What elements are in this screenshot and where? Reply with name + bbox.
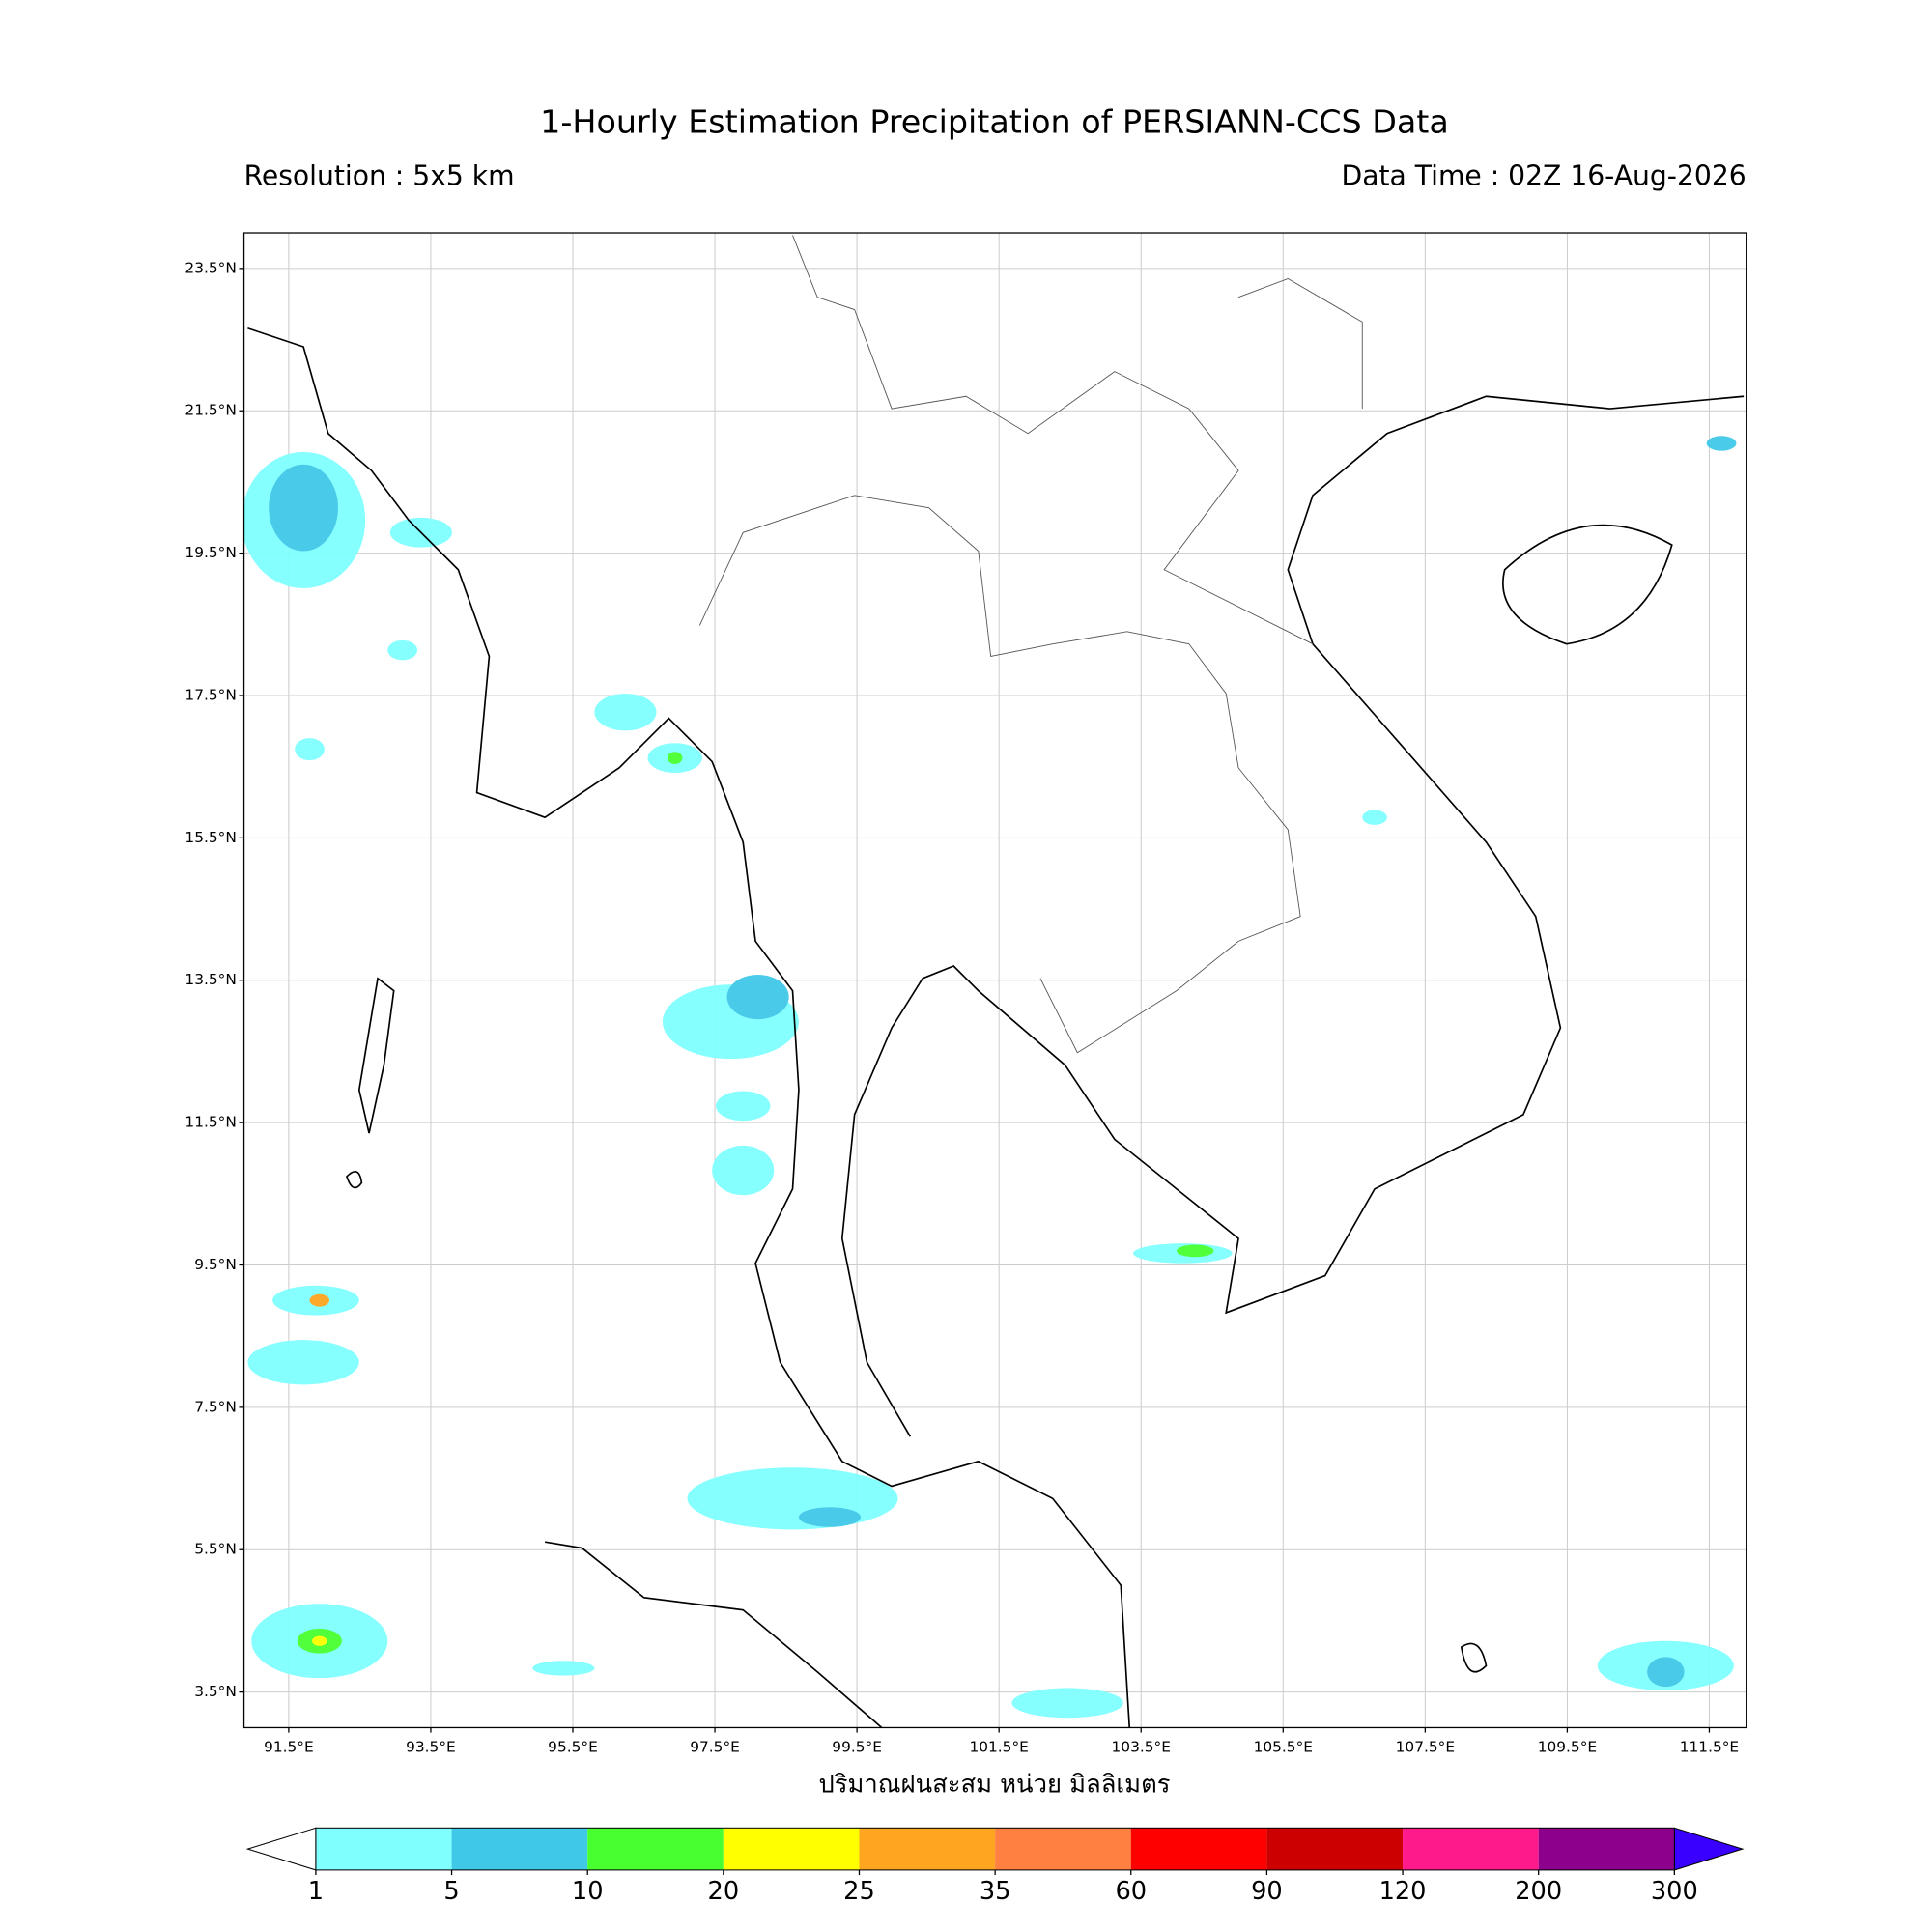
map-frame bbox=[242, 232, 1747, 1729]
y-tick-label: 5.5°N bbox=[194, 1541, 237, 1558]
y-tick-label: 15.5°N bbox=[185, 829, 236, 846]
x-tick-label: 93.5°E bbox=[406, 1738, 456, 1755]
colorbar-bin bbox=[1130, 1828, 1267, 1870]
x-tick-label: 95.5°E bbox=[548, 1738, 598, 1755]
axis-label: ปริมาณฝนสะสม หน่วย มิลลิเมตร bbox=[818, 1771, 1170, 1800]
title: 1-Hourly Estimation Precipitation of PER… bbox=[540, 103, 1449, 141]
colorbar-label: 300 bbox=[1651, 1877, 1698, 1906]
x-tick-label: 101.5°E bbox=[969, 1738, 1028, 1755]
rain-areas bbox=[243, 436, 1737, 1719]
colorbar-bin bbox=[995, 1828, 1131, 1870]
colorbar-bin bbox=[1538, 1828, 1675, 1870]
colorbar-label: 60 bbox=[1115, 1877, 1147, 1906]
colorbar-under bbox=[245, 1827, 317, 1871]
colorbar-bin bbox=[451, 1828, 588, 1870]
colorbar-bin bbox=[723, 1828, 860, 1870]
coastline bbox=[346, 977, 1488, 1673]
colorbar-label: 1 bbox=[308, 1877, 324, 1906]
colorbar-bin bbox=[587, 1828, 724, 1870]
y-tick-label: 9.5°N bbox=[194, 1256, 237, 1273]
resolution: Resolution : 5x5 km bbox=[244, 159, 515, 191]
data-time: Data Time : 02Z 16-Aug-2026 bbox=[1342, 159, 1747, 191]
y-tick-label: 23.5°N bbox=[185, 259, 236, 276]
x-tick-label: 109.5°E bbox=[1538, 1738, 1597, 1755]
y-tick-label: 19.5°N bbox=[185, 544, 236, 561]
y-tick-label: 17.5°N bbox=[185, 686, 236, 703]
colorbar-label: 20 bbox=[708, 1877, 740, 1906]
x-tick-label: 91.5°E bbox=[264, 1738, 314, 1755]
colorbar-over bbox=[1673, 1827, 1745, 1871]
x-tick-label: 99.5°E bbox=[832, 1738, 882, 1755]
colorbar-label: 5 bbox=[443, 1877, 459, 1906]
colorbar-bin bbox=[859, 1828, 996, 1870]
map-area bbox=[243, 235, 1745, 1728]
colorbar-label: 25 bbox=[843, 1877, 875, 1906]
colorbar-label: 90 bbox=[1251, 1877, 1283, 1906]
y-tick-label: 11.5°N bbox=[185, 1114, 236, 1131]
coastline bbox=[1502, 524, 1673, 645]
country-border bbox=[698, 235, 1363, 1054]
colorbar-bin bbox=[1266, 1828, 1404, 1870]
y-tick-label: 7.5°N bbox=[194, 1398, 237, 1415]
x-tick-label: 111.5°E bbox=[1680, 1738, 1739, 1755]
x-tick-label: 105.5°E bbox=[1254, 1738, 1313, 1755]
y-tick-label: 3.5°N bbox=[194, 1683, 237, 1700]
colorbar-bin bbox=[1403, 1828, 1539, 1870]
coastline bbox=[247, 327, 1131, 1728]
colorbar: 1 5 10 20 25 35 60 90 120 200 300 bbox=[245, 1827, 1745, 1906]
coastline bbox=[840, 395, 1745, 1437]
x-tick-label: 107.5°E bbox=[1396, 1738, 1455, 1755]
x-tick-label: 103.5°E bbox=[1112, 1738, 1171, 1755]
x-tick-label: 97.5°E bbox=[690, 1738, 740, 1755]
grid: 91.5°E 93.5°E 95.5°E 97.5°E 99.5°E 101.5°E 103… bbox=[185, 233, 1747, 1755]
y-tick-label: 21.5°N bbox=[185, 402, 236, 419]
colorbar-label: 35 bbox=[980, 1877, 1011, 1906]
colorbar-bin bbox=[315, 1828, 452, 1870]
colorbar-label: 200 bbox=[1515, 1877, 1562, 1906]
y-tick-label: 13.5°N bbox=[185, 971, 236, 988]
coastline bbox=[544, 1541, 883, 1728]
colorbar-label: 10 bbox=[572, 1877, 604, 1906]
colorbar-label: 120 bbox=[1379, 1877, 1427, 1906]
